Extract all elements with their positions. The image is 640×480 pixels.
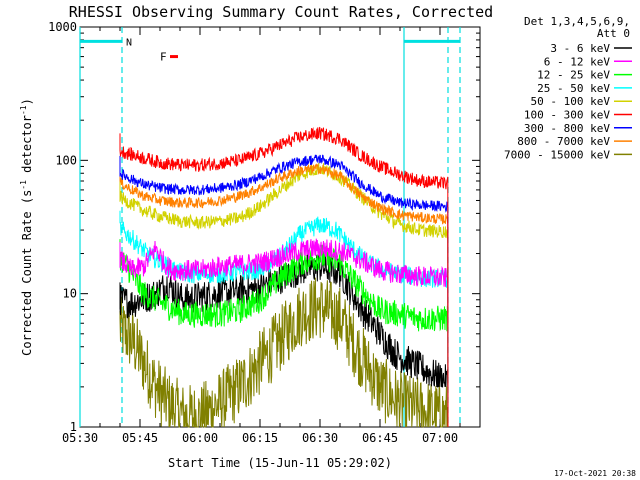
legend-entry-label: 12 - 25 keV: [537, 69, 610, 82]
y-axis-label-sup2: -1: [19, 105, 28, 115]
legend-entry-label: 3 - 6 keV: [550, 42, 610, 55]
x-tick-label: 05:30: [62, 431, 98, 445]
x-tick-label: 05:45: [122, 431, 158, 445]
legend-header-line-2: Att 0: [597, 27, 630, 40]
series-line-6-12kev: [119, 238, 449, 428]
y-tick-label: 1000: [48, 20, 77, 34]
y-axis-label-sup1: -1: [19, 180, 28, 190]
series-line-50-100kev: [119, 162, 449, 428]
y-axis-label: Corrected Count Rate (s-1 detector-1): [19, 98, 34, 356]
legend-entry-label: 800 - 7000 keV: [517, 135, 610, 148]
x-axis-ticks: 05:30 05:45 06:00 06:15 06:30 06:45 07:00: [62, 27, 481, 445]
y-tick-label: 1: [70, 420, 77, 434]
timestamp: 17-Oct-2021 20:38: [554, 469, 636, 478]
x-tick-label: 06:15: [242, 431, 278, 445]
x-tick-label: 06:45: [362, 431, 398, 445]
series-line-800-7000kev: [119, 163, 449, 428]
y-tick-label: 100: [55, 153, 77, 167]
x-axis-label: Start Time (15-Jun-11 05:29:02): [168, 456, 392, 470]
y-tick-label: 10: [63, 287, 77, 301]
y-axis-ticks: 1 10 100 1000: [48, 20, 480, 434]
legend-entry-label: 7000 - 15000 keV: [504, 148, 610, 161]
night-bar-label: N: [126, 37, 132, 48]
flare-label: F: [160, 51, 167, 64]
series-line-12-25kev: [119, 239, 449, 428]
series-line-100-300kev: [119, 126, 449, 428]
series-layer: [119, 126, 449, 428]
x-tick-label: 06:00: [182, 431, 218, 445]
chart-title: RHESSI Observing Summary Count Rates, Co…: [69, 3, 493, 21]
x-tick-label: 06:30: [302, 431, 338, 445]
x-tick-label: 07:00: [422, 431, 458, 445]
series-line-7000-15000kev: [119, 277, 449, 428]
legend-entry-label: 6 - 12 keV: [544, 55, 611, 68]
legend-entry-label: 300 - 800 keV: [524, 122, 610, 135]
series-line-300-800kev: [119, 154, 449, 428]
night-bars: N: [80, 37, 460, 48]
legend-entry-label: 100 - 300 keV: [524, 109, 610, 122]
legend-entry-label: 50 - 100 keV: [531, 95, 611, 108]
legend-header-line-1: Det 1,3,4,5,6,9,: [524, 15, 630, 28]
legend-entry-label: 25 - 50 keV: [537, 82, 610, 95]
